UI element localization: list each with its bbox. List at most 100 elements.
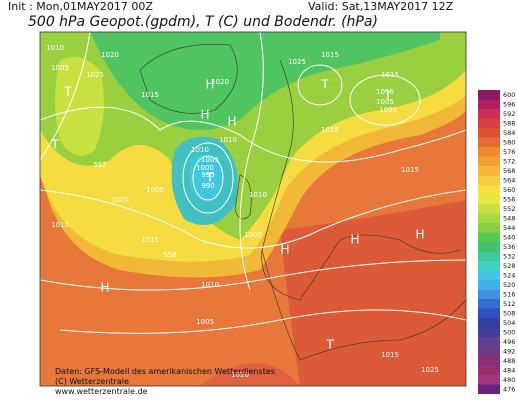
colorbar-swatch <box>478 384 500 394</box>
colorbar-swatch <box>478 261 500 271</box>
isobar-label: 1000 <box>244 231 262 239</box>
colorbar-label: 476 <box>503 385 515 393</box>
pressure-center: H <box>350 233 359 247</box>
map-area <box>40 32 466 386</box>
colorbar-label: 540 <box>503 233 515 241</box>
colorbar-label: 496 <box>503 338 515 346</box>
isobar-label: 558 <box>163 251 176 259</box>
colorbar-label: 480 <box>503 376 515 384</box>
colorbar-swatch <box>478 90 500 100</box>
isobar-label: 1015 <box>141 236 159 244</box>
colorbar-swatch <box>478 194 500 204</box>
isobar-label: 1010 <box>191 146 209 154</box>
colorbar-label: 592 <box>503 110 515 118</box>
colorbar-swatch <box>478 109 500 119</box>
isobar-label: 1015 <box>321 126 339 134</box>
colorbar-swatch <box>478 318 500 328</box>
colorbar-swatch <box>478 346 500 356</box>
pressure-center: H <box>280 243 289 257</box>
isobar-label: 1025 <box>421 366 439 374</box>
colorbar-swatch <box>478 147 500 157</box>
colorbar-swatch <box>478 375 500 385</box>
isobar-label: 552 <box>93 161 106 169</box>
colorbar-swatch <box>478 175 500 185</box>
colorbar-label: 516 <box>503 290 515 298</box>
isobar-label: 1005 <box>196 318 214 326</box>
colorbar-label: 548 <box>503 214 515 222</box>
colorbar-swatch <box>478 327 500 337</box>
colorbar-label: 556 <box>503 195 515 203</box>
pressure-center: H <box>200 108 209 122</box>
isobar-label: 1015 <box>141 91 159 99</box>
colorbar-swatch <box>478 223 500 233</box>
isobar-label: 1020 <box>231 371 249 379</box>
pressure-center: H <box>415 228 424 242</box>
footer-line: (C) Wetterzentrale <box>55 377 129 386</box>
colorbar-swatch <box>478 213 500 223</box>
colorbar-label: 520 <box>503 281 515 289</box>
map-title: 500 hPa Geopot.(gpdm), T (C) und Bodendr… <box>28 14 378 30</box>
pressure-center: T <box>325 338 334 352</box>
colorbar-swatch <box>478 308 500 318</box>
isobar-label: 1015 <box>381 351 399 359</box>
isobar-label: 1010 <box>249 191 267 199</box>
footer-line: www.wetterzentrale.de <box>55 387 148 396</box>
colorbar-swatch <box>478 166 500 176</box>
isobar-label: 1005 <box>51 64 69 72</box>
isobar-label: 1005 <box>201 156 219 164</box>
pressure-center: H <box>205 78 214 92</box>
colorbar-swatch <box>478 251 500 261</box>
isobar-label: 1010 <box>219 136 237 144</box>
isobar-label: 1010 <box>201 281 219 289</box>
isobar-label: 1005 <box>376 98 394 106</box>
colorbar-label: 528 <box>503 262 515 270</box>
colorbar-label: 552 <box>503 205 515 213</box>
colorbar-label: 504 <box>503 319 515 327</box>
isobar-label: 1000 <box>196 164 214 172</box>
colorbar-swatch <box>478 185 500 195</box>
colorbar-swatch <box>478 232 500 242</box>
isobar-label: 1010 <box>51 221 69 229</box>
isobar-label: 1020 <box>211 78 229 86</box>
colorbar-swatch <box>478 242 500 252</box>
colorbar-label: 508 <box>503 309 515 317</box>
colorbar-swatch <box>478 280 500 290</box>
colorbar-label: 572 <box>503 157 515 165</box>
colorbar-label: 596 <box>503 100 515 108</box>
colorbar-label: 544 <box>503 224 515 232</box>
colorbar-label: 564 <box>503 176 515 184</box>
isobar-label: 1025 <box>86 71 104 79</box>
isobar-label: 1025 <box>288 58 306 66</box>
map-frame <box>39 31 467 387</box>
colorbar-swatch <box>478 128 500 138</box>
colorbar-swatch <box>478 356 500 366</box>
footer-line: Daten: GFS-Modell des amerikanischen Wet… <box>55 367 275 376</box>
pressure-center: T <box>205 171 214 185</box>
colorbar-swatch <box>478 204 500 214</box>
init-text: Init : Mon,01MAY2017 00Z <box>8 0 153 13</box>
colorbar-label: 588 <box>503 119 515 127</box>
isobar-label: 1015 <box>321 51 339 59</box>
colorbar-label: 600 <box>503 91 515 99</box>
pressure-center: T <box>50 138 59 152</box>
isobar-label: 1015 <box>381 71 399 79</box>
colorbar-swatch <box>478 137 500 147</box>
isobar-label: 1005 <box>146 186 164 194</box>
colorbar-swatch <box>478 299 500 309</box>
pressure-center: H <box>227 115 236 129</box>
isobar-label: 995 <box>201 171 214 179</box>
colorbar-swatch <box>478 99 500 109</box>
pressure-center: T <box>383 89 392 103</box>
colorbar-label: 524 <box>503 271 515 279</box>
colorbar-label: 580 <box>503 138 515 146</box>
isobar-label: 1010 <box>376 88 394 96</box>
isobar-label: 1000 <box>379 106 397 114</box>
valid-text: Valid: Sat,13MAY2017 12Z <box>308 0 454 13</box>
colorbar-label: 584 <box>503 129 515 137</box>
colorbar-label: 492 <box>503 347 515 355</box>
pressure-center: T <box>320 78 329 92</box>
colorbar-label: 512 <box>503 300 515 308</box>
pressure-center: T <box>63 85 72 99</box>
colorbar-swatch <box>478 156 500 166</box>
colorbar-swatch <box>478 365 500 375</box>
